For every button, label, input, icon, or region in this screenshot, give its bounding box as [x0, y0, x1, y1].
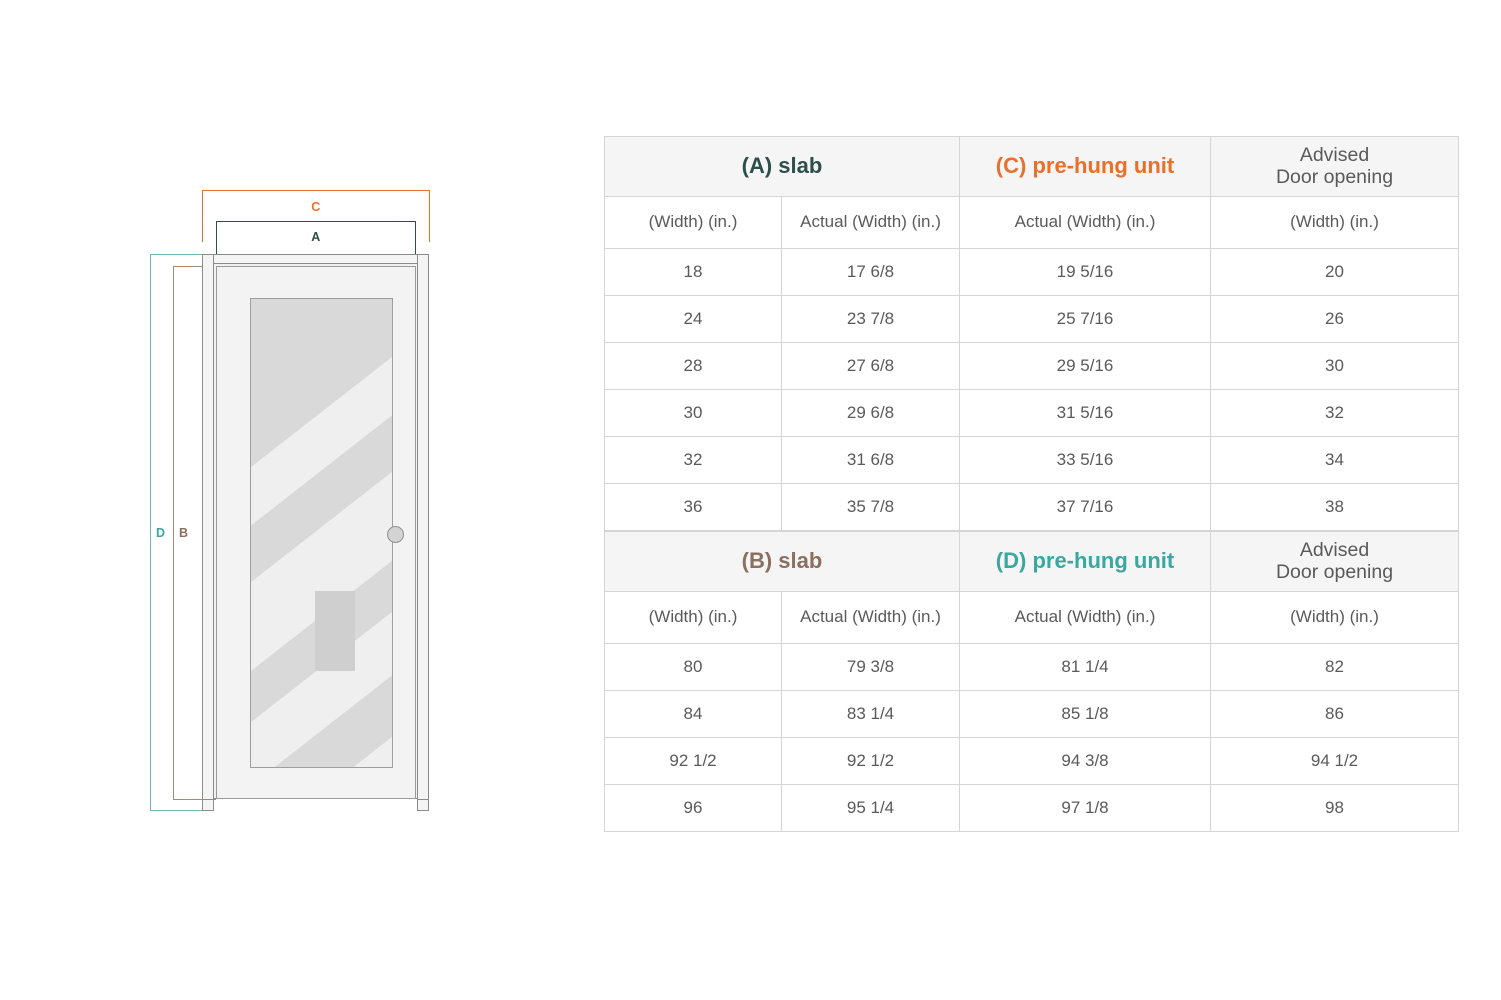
cell-advised-opening-width: 20	[1210, 248, 1459, 296]
cell-advised-opening-width: 94 1/2	[1210, 737, 1459, 785]
sub-header-actual-width-slab: Actual (Width) (in.)	[781, 591, 960, 644]
cell-actual-slab-width: 79 3/8	[781, 643, 960, 691]
cell-nominal-width: 84	[604, 690, 782, 738]
cell-nominal-width: 28	[604, 342, 782, 390]
cell-advised-opening-width: 34	[1210, 436, 1459, 484]
table-row: 36 35 7/8 37 7/16 38	[604, 483, 1459, 531]
size-tables-container: (A) slab (C) pre-hung unit Advised Door …	[604, 136, 1459, 832]
group-header-advised-opening: Advised Door opening	[1210, 531, 1459, 592]
door-frame-right-jamb	[417, 254, 429, 809]
sub-header-actual-width-prehung: Actual (Width) (in.)	[959, 591, 1211, 644]
cell-nominal-width: 36	[604, 483, 782, 531]
cell-actual-prehung-width: 37 7/16	[959, 483, 1211, 531]
door-frame-left-foot	[202, 799, 214, 811]
advised-line-1: Advised	[1299, 538, 1370, 561]
dimension-line-b: B	[173, 266, 216, 800]
dimension-label-b: B	[176, 521, 192, 545]
sub-header-width: (Width) (in.)	[604, 196, 782, 249]
cell-actual-slab-width: 23 7/8	[781, 295, 960, 343]
height-size-table: (B) slab (D) pre-hung unit Advised Door …	[604, 531, 1459, 832]
cell-actual-slab-width: 17 6/8	[781, 248, 960, 296]
cell-nominal-width: 96	[604, 784, 782, 832]
dimension-label-d: D	[153, 520, 169, 545]
group-header-advised-opening: Advised Door opening	[1210, 136, 1459, 197]
table-row: 24 23 7/8 25 7/16 26	[604, 295, 1459, 343]
table-row: 28 27 6/8 29 5/16 30	[604, 342, 1459, 390]
advised-line-1: Advised	[1299, 143, 1370, 166]
dimension-line-a: A	[216, 221, 416, 255]
cell-nominal-width: 32	[604, 436, 782, 484]
table-row: 92 1/2 92 1/2 94 3/8 94 1/2	[604, 737, 1459, 785]
table-row: 96 95 1/4 97 1/8 98	[604, 784, 1459, 832]
height-table-body: 80 79 3/8 81 1/4 82 84 83 1/4 85 1/8 86 …	[604, 643, 1459, 832]
sub-header-advised-width: (Width) (in.)	[1210, 591, 1459, 644]
cell-nominal-width: 30	[604, 389, 782, 437]
sub-header-actual-width-prehung: Actual (Width) (in.)	[959, 196, 1211, 249]
cell-actual-slab-width: 95 1/4	[781, 784, 960, 832]
advised-line-2: Door opening	[1275, 165, 1394, 188]
dimension-label-a: A	[311, 230, 321, 244]
table-row: 80 79 3/8 81 1/4 82	[604, 643, 1459, 691]
sub-header-width: (Width) (in.)	[604, 591, 782, 644]
cell-actual-prehung-width: 31 5/16	[959, 389, 1211, 437]
cell-advised-opening-width: 82	[1210, 643, 1459, 691]
cell-actual-prehung-width: 19 5/16	[959, 248, 1211, 296]
dimension-label-c-bg	[299, 194, 333, 214]
cell-actual-slab-width: 83 1/4	[781, 690, 960, 738]
cell-advised-opening-width: 30	[1210, 342, 1459, 390]
cell-nominal-width: 80	[604, 643, 782, 691]
cell-nominal-width: 24	[604, 295, 782, 343]
group-header-a-slab: (A) slab	[604, 136, 960, 197]
cell-nominal-width: 92 1/2	[604, 737, 782, 785]
advised-line-2: Door opening	[1275, 560, 1394, 583]
cell-actual-prehung-width: 29 5/16	[959, 342, 1211, 390]
door-frame-right-foot	[417, 799, 429, 811]
cell-nominal-width: 18	[604, 248, 782, 296]
cell-actual-prehung-width: 81 1/4	[959, 643, 1211, 691]
dimension-label-a-bg	[299, 224, 333, 244]
door-frame-left-jamb	[202, 254, 214, 809]
cell-advised-opening-width: 98	[1210, 784, 1459, 832]
cell-actual-slab-width: 35 7/8	[781, 483, 960, 531]
door-frame-head	[202, 254, 429, 264]
cell-advised-opening-width: 86	[1210, 690, 1459, 738]
cell-advised-opening-width: 32	[1210, 389, 1459, 437]
cell-actual-prehung-width: 94 3/8	[959, 737, 1211, 785]
cell-advised-opening-width: 38	[1210, 483, 1459, 531]
cell-advised-opening-width: 26	[1210, 295, 1459, 343]
width-table-body: 18 17 6/8 19 5/16 20 24 23 7/8 25 7/16 2…	[604, 248, 1459, 531]
dimension-line-d: D	[150, 254, 202, 811]
cell-actual-slab-width: 92 1/2	[781, 737, 960, 785]
width-size-table: (A) slab (C) pre-hung unit Advised Door …	[604, 136, 1459, 531]
cell-actual-prehung-width: 25 7/16	[959, 295, 1211, 343]
door-handle-icon	[387, 526, 404, 543]
cell-actual-prehung-width: 85 1/8	[959, 690, 1211, 738]
cell-actual-prehung-width: 33 5/16	[959, 436, 1211, 484]
table-sub-header-row: (Width) (in.) Actual (Width) (in.) Actua…	[604, 591, 1459, 644]
table-sub-header-row: (Width) (in.) Actual (Width) (in.) Actua…	[604, 196, 1459, 249]
table-group-header-row: (A) slab (C) pre-hung unit Advised Door …	[604, 136, 1459, 197]
dimension-label-c: C	[311, 200, 321, 214]
glass-shadow-patch	[315, 591, 355, 671]
cell-actual-prehung-width: 97 1/8	[959, 784, 1211, 832]
door-dimension-diagram: C A D B	[140, 180, 480, 830]
sub-header-actual-width-slab: Actual (Width) (in.)	[781, 196, 960, 249]
group-header-b-slab: (B) slab	[604, 531, 960, 592]
table-row: 84 83 1/4 85 1/8 86	[604, 690, 1459, 738]
cell-actual-slab-width: 31 6/8	[781, 436, 960, 484]
cell-actual-slab-width: 29 6/8	[781, 389, 960, 437]
table-row: 18 17 6/8 19 5/16 20	[604, 248, 1459, 296]
dimension-line-c: C	[202, 190, 430, 242]
sub-header-advised-width: (Width) (in.)	[1210, 196, 1459, 249]
group-header-c-prehung: (C) pre-hung unit	[959, 136, 1211, 197]
table-group-header-row: (B) slab (D) pre-hung unit Advised Door …	[604, 531, 1459, 592]
door-glass-lite	[250, 298, 393, 768]
table-row: 30 29 6/8 31 5/16 32	[604, 389, 1459, 437]
table-row: 32 31 6/8 33 5/16 34	[604, 436, 1459, 484]
group-header-d-prehung: (D) pre-hung unit	[959, 531, 1211, 592]
cell-actual-slab-width: 27 6/8	[781, 342, 960, 390]
